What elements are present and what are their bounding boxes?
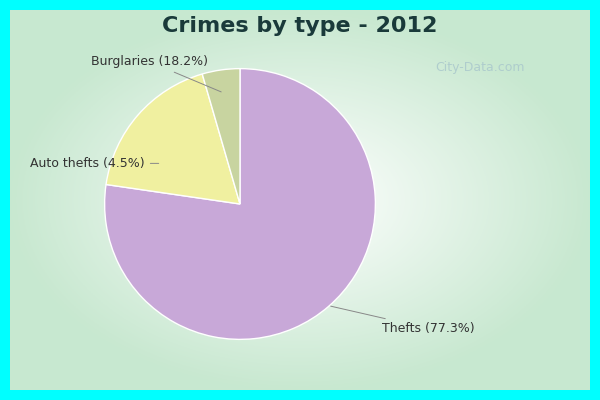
Text: Burglaries (18.2%): Burglaries (18.2%): [91, 55, 221, 92]
Text: Auto thefts (4.5%): Auto thefts (4.5%): [30, 157, 158, 170]
Wedge shape: [202, 69, 240, 204]
Text: City-Data.com: City-Data.com: [435, 62, 525, 74]
Wedge shape: [104, 69, 376, 339]
Text: Crimes by type - 2012: Crimes by type - 2012: [163, 16, 437, 36]
Text: Thefts (77.3%): Thefts (77.3%): [331, 306, 475, 335]
Wedge shape: [106, 74, 240, 204]
